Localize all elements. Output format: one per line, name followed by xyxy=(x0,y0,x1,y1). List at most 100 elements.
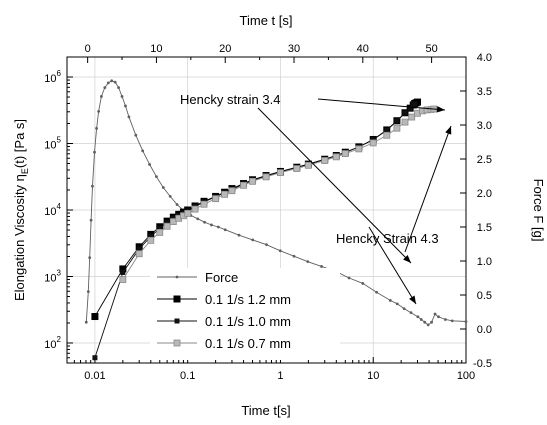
legend-box xyxy=(150,268,340,360)
data-point-3-3 xyxy=(156,229,164,236)
annotation-arrow-3-4-b xyxy=(317,98,446,113)
data-point-2-0 xyxy=(92,355,98,361)
data-point-0-27 xyxy=(203,220,206,224)
y-right-tick-label-5: 2.0 xyxy=(477,188,492,200)
data-point-0-55 xyxy=(464,320,468,323)
data-point-3-27 xyxy=(401,118,409,126)
data-point-3-22 xyxy=(341,150,349,158)
data-point-0-49 xyxy=(426,323,430,327)
annotation-arrow-4-3-a-head xyxy=(409,295,416,304)
data-point-3-2 xyxy=(147,236,155,244)
data-point-0-33 xyxy=(265,243,268,247)
data-point-3-28 xyxy=(408,113,416,121)
x-bottom-tick-label-3: 10 xyxy=(367,370,379,382)
data-point-3-18 xyxy=(293,165,301,172)
annotation-arrow-4-3-a xyxy=(368,226,417,305)
annotation-arrow-3-4-b-head xyxy=(436,106,445,113)
y-right-tick-label-3: 1.0 xyxy=(477,256,492,268)
annotation-arrow-4-3-a-shaft xyxy=(368,226,417,305)
data-point-3-0 xyxy=(119,276,127,283)
y-right-tick-label-0: -0.5 xyxy=(473,358,492,370)
y-left-tick-label-4: 106 xyxy=(44,69,61,85)
annotation-arrow-3-4-a xyxy=(257,107,412,264)
x-axis-bottom-title: Time t[s] xyxy=(241,403,290,418)
data-point-1-33 xyxy=(413,98,421,106)
x-bottom-tick-label-2: 1 xyxy=(277,370,283,382)
data-point-0-19 xyxy=(148,163,151,166)
data-point-0-31 xyxy=(237,233,241,237)
x-top-tick-label-4: 40 xyxy=(357,43,369,55)
data-point-0-7 xyxy=(97,110,101,113)
data-point-3-15 xyxy=(249,177,256,185)
data-point-0-12 xyxy=(113,80,117,84)
data-point-0-43 xyxy=(395,302,399,306)
series-0 xyxy=(84,79,468,327)
y-right-tick-label-6: 2.5 xyxy=(477,154,492,166)
data-point-0-5 xyxy=(93,150,96,154)
annotation-arrow-4-3-b xyxy=(404,125,452,253)
x-top-tick-label-3: 30 xyxy=(288,43,300,55)
annotation-arrow-3-4-a-shaft xyxy=(257,107,412,264)
data-point-0-52 xyxy=(437,315,440,319)
data-point-2-1 xyxy=(120,269,126,275)
data-point-2-28 xyxy=(402,110,408,116)
data-point-3-8 xyxy=(184,209,192,217)
data-point-3-23 xyxy=(355,145,363,153)
data-point-1-0 xyxy=(91,313,99,321)
annotation-arrow-4-3-b-shaft xyxy=(404,125,452,253)
data-point-3-20 xyxy=(321,157,329,164)
axis-ticks: 0.01 0.1 1 10 100 0 10 20 30 40 50 102 103 104 105 106 -… xyxy=(44,43,492,382)
data-point-0-37 xyxy=(320,265,323,268)
data-point-0-45 xyxy=(409,311,413,315)
data-point-0-40 xyxy=(361,282,365,285)
legend-label-3: 0.1 1/s 0.7 mm xyxy=(205,336,291,351)
annotation-arrow-3-4-b-shaft xyxy=(317,98,446,111)
data-point-0-54 xyxy=(450,319,454,323)
data-point-0-32 xyxy=(251,238,255,242)
annotation-arrow-4-3-b-head xyxy=(445,126,452,135)
data-point-3-21 xyxy=(332,153,340,161)
data-point-0-11 xyxy=(110,79,114,83)
legend: Force 0.1 1/s 1.2 mm 0.1 1/s 1.0 mm 0.1 1/s… xyxy=(150,268,340,360)
data-point-0-35 xyxy=(292,254,296,258)
data-point-0-41 xyxy=(375,290,378,294)
data-point-0-53 xyxy=(443,318,447,321)
data-point-3-17 xyxy=(277,169,284,177)
data-point-3-1 xyxy=(135,250,143,258)
data-point-0-1 xyxy=(86,290,90,293)
series-layer xyxy=(84,79,468,361)
data-point-0-50 xyxy=(430,320,434,324)
data-point-0-18 xyxy=(141,149,145,153)
data-point-0-17 xyxy=(134,133,138,137)
data-point-0-14 xyxy=(120,95,124,98)
data-point-3-16 xyxy=(262,173,270,181)
data-point-0-21 xyxy=(161,186,165,189)
y-axis-left-title: Elongation Viscosity ηE(t) [Pa s] xyxy=(12,119,30,301)
data-point-3-4 xyxy=(163,222,171,230)
y-left-tick-label-3: 105 xyxy=(44,136,61,152)
y-axis-left-title-sub: E xyxy=(20,168,30,174)
data-point-3-19 xyxy=(304,161,312,169)
data-point-0-23 xyxy=(175,203,179,206)
data-point-0-6 xyxy=(95,126,98,130)
data-point-3-24 xyxy=(369,139,377,147)
x-bottom-tick-label-1: 0.1 xyxy=(180,370,195,382)
y-right-tick-label-7: 3.0 xyxy=(477,120,492,132)
data-point-0-36 xyxy=(306,260,310,264)
data-point-0-48 xyxy=(423,320,427,324)
data-point-0-3 xyxy=(89,218,93,222)
data-point-3-10 xyxy=(200,200,208,208)
y-left-tick-label-0: 102 xyxy=(44,335,61,351)
data-point-3-12 xyxy=(221,190,229,198)
data-point-0-10 xyxy=(106,81,110,85)
data-point-0-42 xyxy=(388,299,392,302)
legend-marker-0 xyxy=(175,275,179,279)
data-point-0-28 xyxy=(210,223,213,227)
x-top-tick-label-5: 50 xyxy=(425,43,437,55)
data-point-3-11 xyxy=(212,195,220,203)
data-point-0-0 xyxy=(84,320,88,324)
legend-label-0: Force xyxy=(205,270,238,285)
data-point-0-30 xyxy=(223,228,227,232)
data-point-0-16 xyxy=(127,115,131,119)
